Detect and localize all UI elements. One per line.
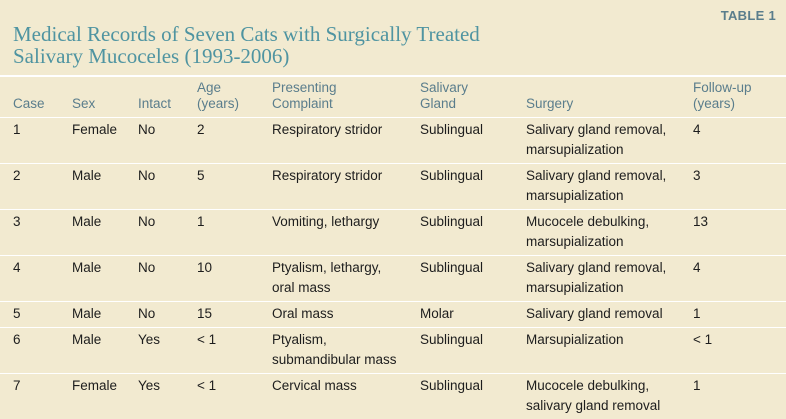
cell-followup: < 1 <box>693 328 786 374</box>
cell-surgery: Salivary gland removal,marsupialization <box>526 164 693 210</box>
cell-age: < 1 <box>197 328 272 374</box>
cell-gland: Sublingual <box>420 164 526 210</box>
cell-gland: Sublingual <box>420 256 526 302</box>
cell-intact: No <box>138 164 197 210</box>
cell-gland: Sublingual <box>420 374 526 419</box>
cell-age: 2 <box>197 118 272 164</box>
cell-surgery: Mucocele debulking,marsupialization <box>526 210 693 256</box>
table-title-line-1: Medical Records of Seven Cats with Surgi… <box>13 23 480 45</box>
cell-surgery: Marsupialization <box>526 328 693 374</box>
cell-complaint: Cervical mass <box>272 374 420 419</box>
cell-followup: 1 <box>693 302 786 328</box>
cell-complaint: Ptyalism, lethargy,oral mass <box>272 256 420 302</box>
cell-gland: Sublingual <box>420 118 526 164</box>
cell-surgery: Salivary gland removal,marsupialization <box>526 256 693 302</box>
table-row: 5 Male No 15 Oral mass Molar Salivary gl… <box>0 302 786 328</box>
table-title: Medical Records of Seven Cats with Surgi… <box>13 23 480 67</box>
table-row: 1 Female No 2 Respiratory stridor Sublin… <box>0 118 786 164</box>
table-row: 3 Male No 1 Vomiting, lethargy Sublingua… <box>0 210 786 256</box>
column-header-surgery: Surgery <box>526 77 693 118</box>
cell-age: 15 <box>197 302 272 328</box>
cell-followup: 3 <box>693 164 786 210</box>
column-header-sex: Sex <box>72 77 138 118</box>
cell-sex: Female <box>72 374 138 419</box>
column-header-case: Case <box>13 77 72 118</box>
cell-surgery: Salivary gland removal <box>526 302 693 328</box>
cell-intact: Yes <box>138 374 197 419</box>
table-row: 2 Male No 5 Respiratory stridor Sublingu… <box>0 164 786 210</box>
cell-case: 5 <box>13 302 72 328</box>
cell-followup: 4 <box>693 256 786 302</box>
column-header-age: Age(years) <box>197 77 272 118</box>
cell-case: 6 <box>13 328 72 374</box>
cell-age: 5 <box>197 164 272 210</box>
cell-gland: Sublingual <box>420 328 526 374</box>
cell-gland: Molar <box>420 302 526 328</box>
cell-surgery: Salivary gland removal,marsupialization <box>526 118 693 164</box>
cell-complaint: Respiratory stridor <box>272 118 420 164</box>
cell-case: 7 <box>13 374 72 419</box>
cell-intact: Yes <box>138 328 197 374</box>
cell-sex: Male <box>72 256 138 302</box>
cell-complaint: Vomiting, lethargy <box>272 210 420 256</box>
cell-sex: Male <box>72 164 138 210</box>
table-row: 6 Male Yes < 1 Ptyalism,submandibular ma… <box>0 328 786 374</box>
cell-intact: No <box>138 210 197 256</box>
cell-followup: 4 <box>693 118 786 164</box>
cell-gland: Sublingual <box>420 210 526 256</box>
cell-complaint: Respiratory stridor <box>272 164 420 210</box>
table-number-label: TABLE 1 <box>721 8 776 23</box>
cell-intact: No <box>138 256 197 302</box>
cell-age: 10 <box>197 256 272 302</box>
cell-case: 4 <box>13 256 72 302</box>
table-title-line-2: Salivary Mucoceles (1993-2006) <box>13 45 480 67</box>
cell-surgery: Mucocele debulking,salivary gland remova… <box>526 374 693 419</box>
table-row: 4 Male No 10 Ptyalism, lethargy,oral mas… <box>0 256 786 302</box>
cell-followup: 1 <box>693 374 786 419</box>
column-header-followup: Follow-up(years) <box>693 77 786 118</box>
cell-case: 2 <box>13 164 72 210</box>
cell-case: 1 <box>13 118 72 164</box>
cell-intact: No <box>138 302 197 328</box>
cell-age: 1 <box>197 210 272 256</box>
table-body: 1 Female No 2 Respiratory stridor Sublin… <box>0 118 786 419</box>
table-row: 7 Female Yes < 1 Cervical mass Sublingua… <box>0 374 786 419</box>
cell-sex: Male <box>72 210 138 256</box>
cell-complaint: Ptyalism,submandibular mass <box>272 328 420 374</box>
cell-age: < 1 <box>197 374 272 419</box>
cell-case: 3 <box>13 210 72 256</box>
column-header-intact: Intact <box>138 77 197 118</box>
cell-sex: Female <box>72 118 138 164</box>
cell-complaint: Oral mass <box>272 302 420 328</box>
header-spacer <box>0 77 13 118</box>
cell-followup: 13 <box>693 210 786 256</box>
cell-intact: No <box>138 118 197 164</box>
cell-sex: Male <box>72 328 138 374</box>
cell-sex: Male <box>72 302 138 328</box>
